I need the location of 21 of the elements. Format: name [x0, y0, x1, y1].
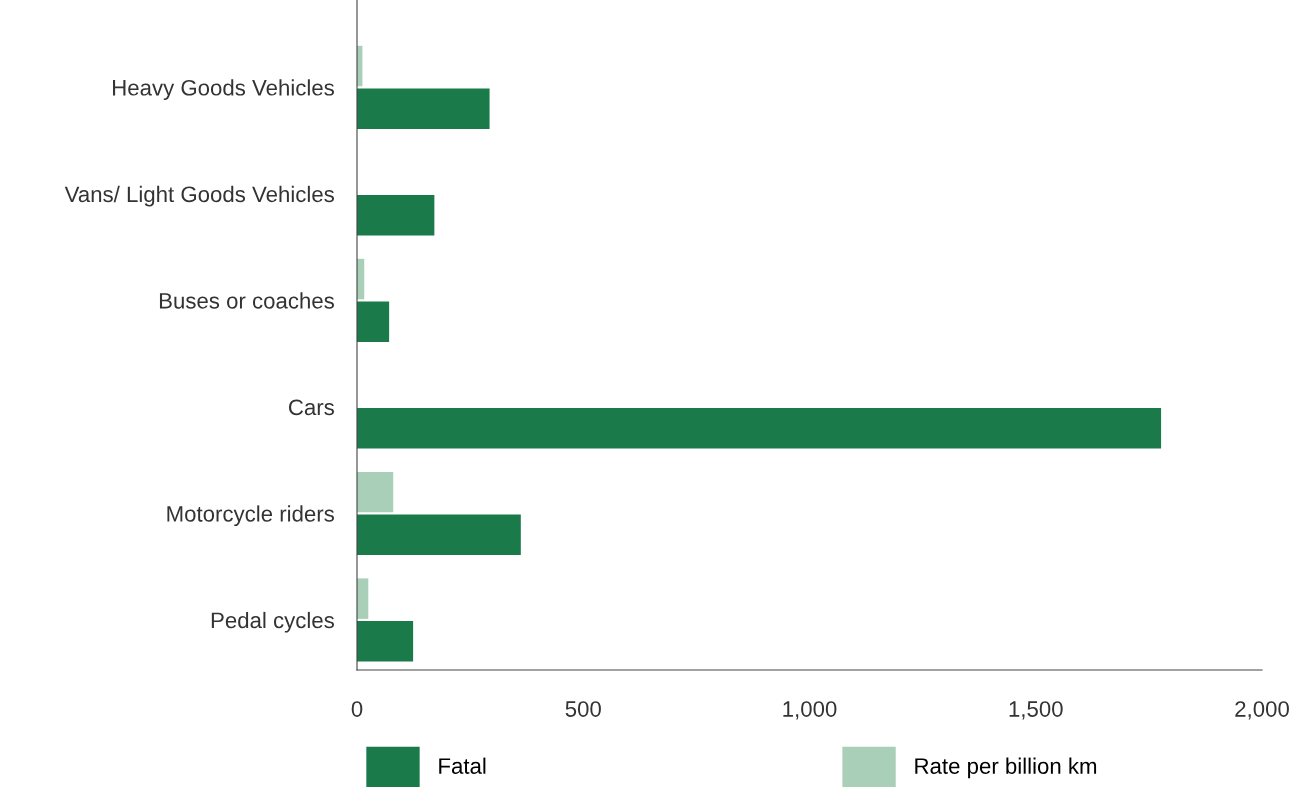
y-tick-label: Buses or coaches — [159, 292, 334, 309]
bar — [357, 578, 369, 619]
x-tick-label: 1,000 — [783, 701, 837, 720]
y-tick-label: Pedal cycles — [211, 611, 334, 633]
y-tick-label: Motorcycle riders — [167, 505, 334, 527]
y-tick-label: Vans/ Light Goods Vehicles — [64, 185, 334, 207]
x-tick-label: 500 — [565, 701, 601, 717]
bar — [357, 407, 1162, 449]
bar — [357, 514, 521, 555]
y-tick-label: Cars — [288, 399, 334, 416]
bar — [357, 471, 394, 513]
x-tick-label: 0 — [351, 701, 363, 717]
legend-label: Fatal — [439, 757, 486, 774]
legend-label: Rate per billion km — [915, 757, 1097, 779]
x-tick-label: 2,000 — [1235, 701, 1289, 720]
bar — [357, 194, 435, 236]
y-tick-label: Heavy Goods Vehicles — [113, 79, 334, 101]
bar — [357, 621, 414, 662]
bar — [357, 301, 390, 342]
bar — [357, 88, 490, 129]
x-tick-label: 1,500 — [1009, 701, 1063, 720]
